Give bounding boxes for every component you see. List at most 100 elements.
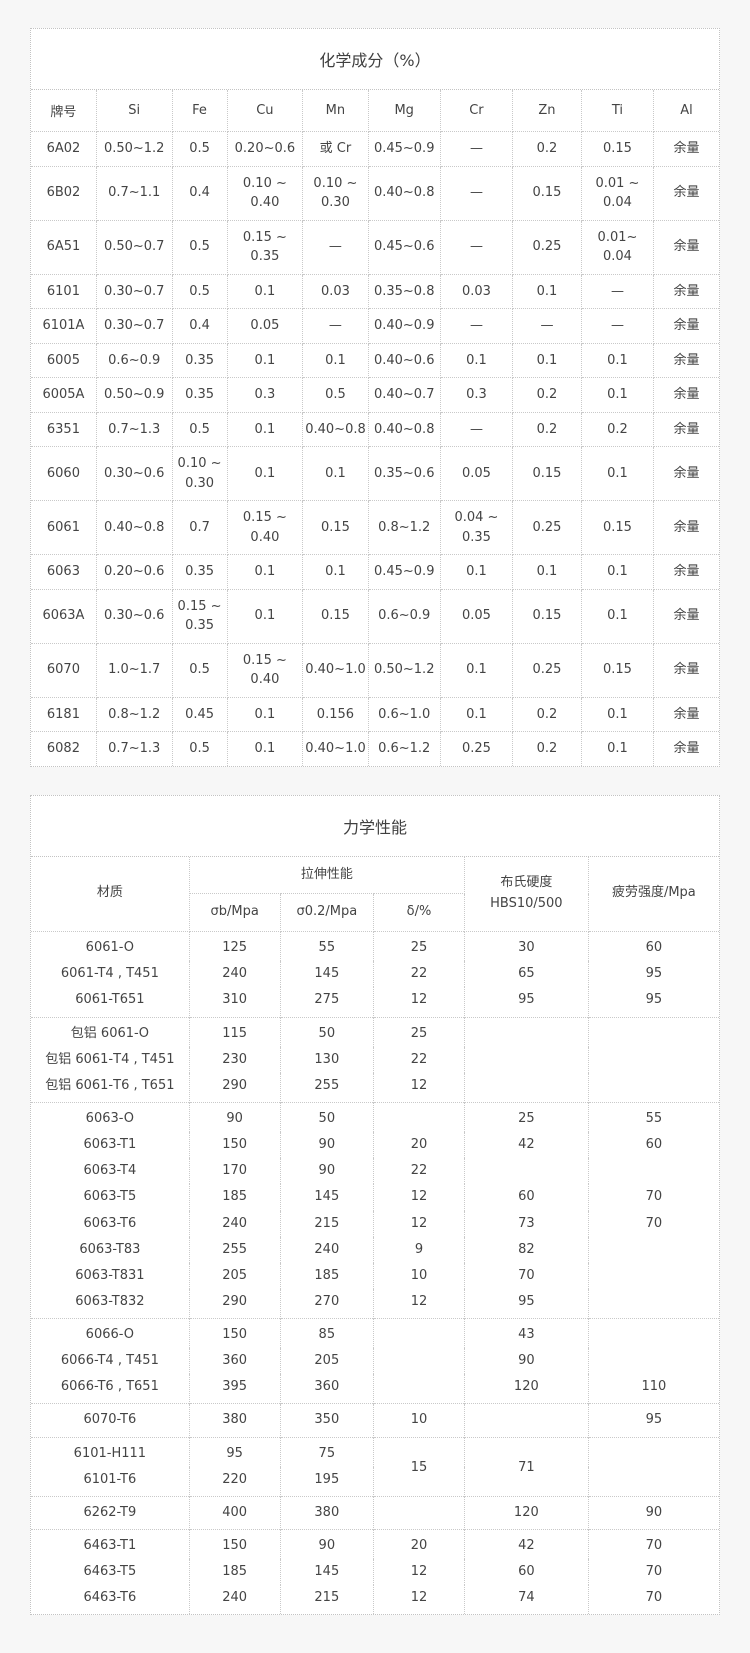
table-row: 6063-T6 240 215 12 73 70	[30, 1210, 720, 1237]
value-cell: 0.03	[439, 273, 514, 309]
value-cell: 240	[188, 961, 281, 988]
property-group: 包铝 6061-O 115 50 25 包铝 6061-T4 , T451 230 130 2…	[30, 1016, 720, 1103]
value-cell: 185	[188, 1184, 281, 1211]
value-cell: 0.40~0.7	[367, 377, 441, 413]
column-header-cr: Cr	[439, 89, 514, 132]
value-cell: 90	[463, 1348, 589, 1375]
value-cell	[373, 1495, 465, 1530]
column-header-fatigue: 疲劳强度/Mpa	[587, 855, 720, 933]
row-label-cell: 6082	[30, 731, 97, 766]
value-cell: 150	[188, 1318, 281, 1349]
value-cell: 0.5	[171, 273, 228, 309]
value-cell: 380	[188, 1403, 281, 1438]
value-cell: 0.1	[580, 696, 655, 732]
value-cell: 0.50~0.9	[95, 377, 173, 413]
value-cell: 70	[587, 1559, 720, 1586]
row-label-cell: 6463-T5	[30, 1559, 190, 1586]
table-row: 6101-H111 95 75 15 71	[30, 1436, 720, 1497]
value-cell: 0.6~1.0	[367, 696, 441, 732]
value-cell: 95	[587, 1403, 720, 1438]
value-cell	[463, 1046, 589, 1073]
value-cell: 0.1	[302, 342, 369, 378]
table-row: 6070-T6 380 350 10 95	[30, 1403, 720, 1438]
row-label-cell: 6061-T651	[30, 987, 190, 1018]
value-cell: 0.05	[439, 446, 514, 501]
value-cell: 90	[279, 1158, 375, 1185]
table-row: 6A51 0.50~0.7 0.5 0.15 ~ 0.35—0.45~0.6—0.25…	[30, 219, 720, 275]
property-group: 6066-O 150 85 43 6066-T4 , T451 360 205 90 6066-…	[30, 1318, 720, 1404]
value-cell: 余量	[653, 588, 720, 644]
value-cell: 余量	[653, 642, 720, 698]
value-cell: 0.2	[512, 696, 582, 732]
value-cell	[587, 1072, 720, 1103]
table-row: 包铝 6061-T4 , T451 230 130 22	[30, 1046, 720, 1073]
value-cell: 0.15 ~ 0.40	[226, 642, 304, 698]
row-label-cell: 包铝 6061-O	[30, 1016, 190, 1047]
table-row: 6463-T1 150 90 20 42 70	[30, 1529, 720, 1560]
column-header-sigma-b: σb/Mpa	[188, 893, 281, 933]
value-cell: 12	[373, 987, 465, 1018]
value-cell	[463, 1158, 589, 1185]
value-cell	[587, 1236, 720, 1263]
table-row: 6066-T4 , T451 360 205 90	[30, 1348, 720, 1375]
value-cell: 0.1	[226, 342, 304, 378]
hardness-label-line1: 布氏硬度	[500, 875, 553, 890]
value-cell: 0.4	[171, 308, 228, 344]
value-cell: 0.30~0.7	[95, 308, 173, 344]
value-cell: 255	[188, 1236, 281, 1263]
value-cell: 60	[587, 931, 720, 962]
row-label-cell: 6063-T4	[30, 1158, 190, 1185]
value-cell	[373, 1374, 465, 1404]
value-cell: —	[302, 219, 369, 275]
row-label-cell: 包铝 6061-T6 , T651	[30, 1072, 190, 1103]
value-cell: 170	[188, 1158, 281, 1185]
value-cell: 60	[463, 1559, 589, 1586]
row-label-cell: 6063-T83	[30, 1236, 190, 1263]
value-cell: 0.25	[439, 731, 514, 766]
table-row: 6101 0.30~0.7 0.5 0.1 0.03 0.35~0.8 0.03 0.1— 余量	[30, 273, 720, 309]
row-label-cell: 6A51	[30, 219, 97, 275]
value-cell: 150	[188, 1132, 281, 1159]
value-cell: 90	[279, 1529, 375, 1560]
column-header-material: 材质	[30, 855, 190, 933]
value-cell: 余量	[653, 696, 720, 732]
value-cell: 70	[587, 1585, 720, 1615]
value-cell: 395	[188, 1374, 281, 1404]
value-cell: —	[439, 308, 514, 344]
value-cell: 22	[373, 1046, 465, 1073]
value-cell: 或 Cr	[302, 131, 369, 167]
value-cell: 0.15	[512, 446, 582, 501]
value-cell: 0.15 ~ 0.40	[226, 500, 304, 555]
value-cell: 0.35	[171, 554, 228, 590]
value-cell: 0.2	[512, 377, 582, 413]
row-label-cell: 6061-T4 , T451	[30, 961, 190, 988]
table-row: 6A02 0.50~1.2 0.5 0.20~0.6 或 Cr 0.45~0.9—0.2 0…	[30, 131, 720, 167]
column-header-mg: Mg	[367, 89, 441, 132]
value-cell: 0.2	[512, 131, 582, 167]
value-cell: 0.5	[171, 219, 228, 275]
table-row: 包铝 6061-O 115 50 25	[30, 1016, 720, 1047]
row-label-cell: 包铝 6061-T4 , T451	[30, 1046, 190, 1073]
row-label-cell: 6063	[30, 554, 97, 590]
value-cell: 50	[279, 1101, 375, 1133]
value-cell: 95	[188, 1436, 281, 1467]
table-row: 6061-T4 , T451 240 145 22 65 95	[30, 961, 720, 988]
row-label-cell: 6B02	[30, 165, 97, 221]
value-cell: 0.15	[512, 165, 582, 221]
value-cell: —	[439, 165, 514, 221]
value-cell: 130	[279, 1046, 375, 1073]
column-header-al: Al	[653, 89, 720, 132]
row-label-cell: 6463-T6	[30, 1585, 190, 1615]
value-cell: 70	[587, 1184, 720, 1211]
table-row: 6063 0.20~0.6 0.35 0.1 0.1 0.45~0.9 0.1 0.1 0.1 余…	[30, 554, 720, 590]
value-cell: 74	[463, 1585, 589, 1615]
value-cell: 125	[188, 931, 281, 962]
value-cell: —	[512, 308, 582, 344]
value-cell: 0.40~0.8	[367, 165, 441, 221]
value-cell: 95	[587, 961, 720, 988]
table-row: 6060 0.30~0.6 0.10 ~ 0.30 0.1 0.1 0.35~0.6 0.0…	[30, 446, 720, 501]
value-cell: 90	[587, 1495, 720, 1530]
value-cell	[587, 1288, 720, 1319]
value-cell: 0.8~1.2	[95, 696, 173, 732]
value-cell: 0.15	[512, 588, 582, 644]
